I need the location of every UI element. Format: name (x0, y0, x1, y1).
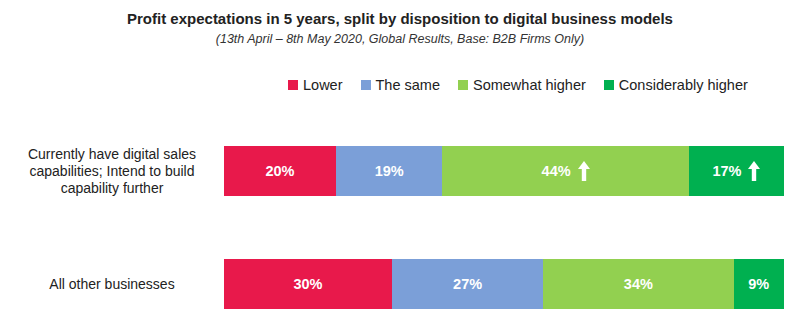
data-label: 17% (689, 146, 784, 196)
data-label-text: 34% (624, 276, 653, 292)
category-label: Currently have digital sales capabilitie… (8, 136, 216, 206)
legend: Lower The same Somewhat higher Considerably… (288, 77, 766, 93)
significance-arrow (748, 161, 760, 181)
data-label: 20% (224, 146, 336, 196)
category-label: All other businesses (8, 249, 216, 319)
data-label-text: 20% (265, 163, 294, 179)
data-label: 34% (543, 259, 733, 309)
legend-swatch (288, 80, 298, 90)
data-label: 30% (224, 259, 392, 309)
legend-item: Considerably higher (604, 77, 748, 93)
arrow-shape (748, 161, 760, 181)
legend-item: The same (361, 77, 440, 93)
data-label: 27% (392, 259, 543, 309)
legend-swatch (458, 80, 468, 90)
data-label-text: 19% (375, 163, 404, 179)
legend-label: Considerably higher (619, 77, 748, 93)
legend-label: Lower (303, 77, 343, 93)
legend-item: Lower (288, 77, 343, 93)
legend-swatch (361, 80, 371, 90)
arrow-shape (578, 161, 590, 181)
data-label-text: 9% (748, 276, 769, 292)
data-label: 9% (734, 259, 784, 309)
data-label-text: 27% (453, 276, 482, 292)
chart-subtitle: (13th April – 8th May 2020, Global Resul… (0, 32, 800, 46)
data-label-text: 30% (293, 276, 322, 292)
data-label: 44% (442, 146, 688, 196)
chart-title: Profit expectations in 5 years, split by… (0, 10, 800, 27)
legend-label: The same (376, 77, 440, 93)
legend-swatch (604, 80, 614, 90)
significance-arrow (578, 161, 590, 181)
data-label-text: 44% (542, 163, 571, 179)
data-label: 19% (336, 146, 442, 196)
legend-label: Somewhat higher (473, 77, 586, 93)
legend-item: Somewhat higher (458, 77, 586, 93)
data-label-text: 17% (712, 163, 741, 179)
